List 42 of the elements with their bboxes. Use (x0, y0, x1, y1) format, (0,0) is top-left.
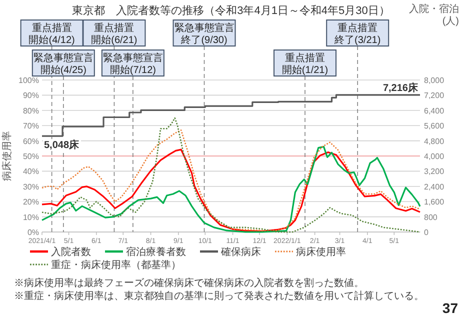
legend-label: 入院者数 (51, 246, 91, 258)
legend-label: 病床使用率 (296, 246, 346, 258)
ref-line-label: 重点措置開始(1/21) (282, 52, 328, 76)
y-tick-label: 50% (22, 152, 39, 161)
annotation: 5,048床 (44, 139, 80, 152)
ref-line-label: 緊急事態宣言終了(9/30) (174, 22, 234, 46)
ref-line-label: 重点措置開始(6/21) (91, 22, 138, 46)
text: ※病床使用率は最終フェーズの確保病床で確保病床の入院者数を割った数値。 (14, 277, 364, 289)
y-tick-label: 10% (22, 212, 39, 222)
annotation: 7,216床 (382, 82, 419, 94)
y2-tick-label: 800 (424, 212, 438, 222)
y-tick-label: 100% (18, 76, 39, 85)
y-tick-label: 40% (22, 167, 39, 176)
y-tick-label: 60% (22, 136, 39, 146)
y2-tick-label: 7,200 (424, 91, 445, 100)
legend-label: 確保病床 (220, 246, 261, 258)
y2-tick-label: 8,000 (424, 76, 445, 85)
y-tick-label: 20% (22, 198, 39, 207)
y-tick-label: 0% (27, 228, 39, 237)
y-tick-label: 30% (22, 182, 39, 192)
ref-line-label: 緊急事態宣言開始(7/12) (102, 52, 163, 76)
y2-tick-label: 3,200 (424, 167, 445, 176)
y2-axis-title: 入院・宿泊 (人) (409, 3, 459, 27)
y2-tick-label: 1,600 (424, 198, 445, 207)
legend-label: 宿泊療養者数 (126, 246, 186, 258)
y2-tick-label: 5,600 (424, 122, 445, 131)
legend-label: 重症・病床使用率（都基準） (51, 259, 181, 271)
text: 37 (442, 300, 458, 316)
y2-tick-label: 4,000 (424, 152, 445, 161)
ref-line-label: 重点措置開始(4/12) (28, 22, 75, 46)
text: ※重症・病床使用率は、東京都独自の基準に則って発表された数値を用いて計算している。 (14, 290, 424, 302)
ref-line-label: 重点措置終了(3/21) (334, 22, 381, 46)
ref-line-label: 緊急事態宣言開始(4/25) (33, 52, 94, 76)
chart-title: 東京都 入院者数等の推移（令和3年4月1日～令和4年5月30日） (72, 4, 390, 17)
y-tick-label: 90% (22, 91, 39, 100)
y-axis-title: 病床使用率 (1, 131, 13, 181)
y2-tick-label: 4,800 (424, 136, 445, 146)
y-tick-label: 70% (22, 122, 39, 131)
y2-tick-label: 2,400 (424, 182, 445, 192)
y-tick-label: 80% (22, 106, 39, 116)
y2-tick-label: 6,400 (424, 106, 445, 116)
y2-tick-label: 0 (424, 228, 429, 237)
